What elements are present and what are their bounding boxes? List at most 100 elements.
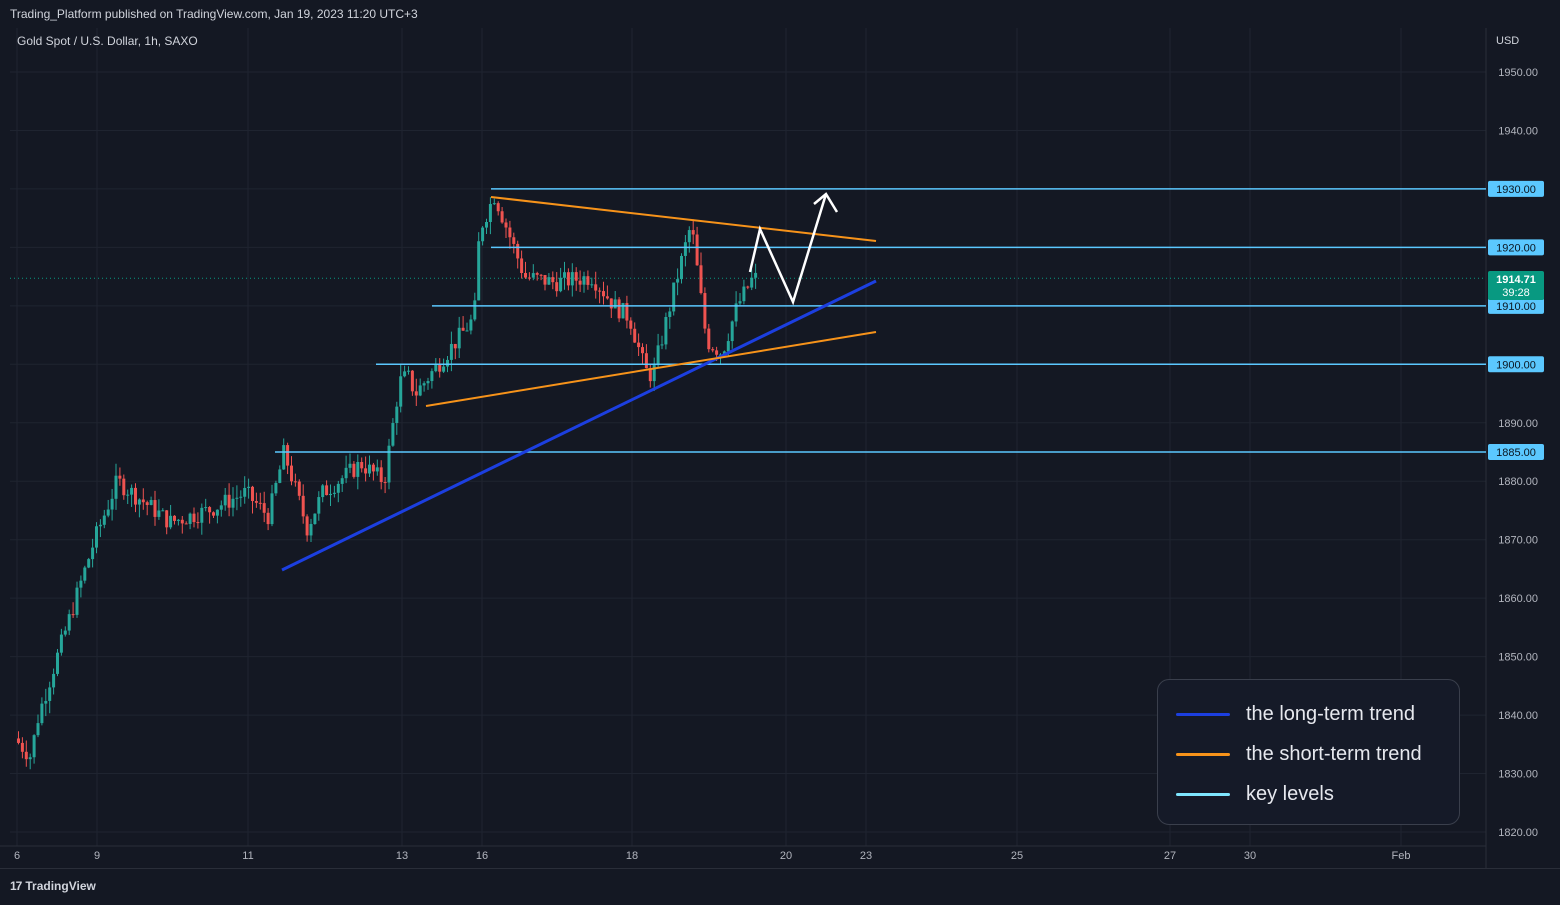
candle-body	[169, 515, 173, 528]
candle-body	[63, 630, 67, 635]
key-level-badge	[1488, 356, 1544, 373]
candle-body	[28, 757, 32, 760]
candle-body	[656, 345, 660, 366]
candle-body	[348, 463, 352, 468]
candle-body	[570, 272, 574, 286]
candle-body	[254, 501, 258, 503]
candle-body	[629, 320, 633, 329]
candle-body	[317, 497, 321, 514]
projection-zigzag[interactable]	[748, 193, 828, 306]
candle-body	[375, 467, 379, 472]
candle-body	[184, 523, 188, 525]
candle-body	[290, 465, 293, 482]
key-level-badge-label: 1930.00	[1496, 184, 1536, 196]
currency-label: USD	[1496, 35, 1519, 47]
candle-body	[434, 364, 438, 372]
candle-body	[387, 445, 391, 483]
candle-body	[223, 494, 227, 506]
candle-body	[98, 524, 102, 527]
candle-body	[485, 222, 488, 228]
candle-body	[508, 227, 512, 238]
candle-body	[613, 299, 617, 309]
candle-body	[531, 273, 535, 278]
candles	[17, 197, 758, 770]
candle-body	[461, 327, 465, 331]
key-level-badge-label: 1885.00	[1496, 447, 1536, 459]
candle-body	[680, 255, 683, 280]
candle-body	[40, 703, 44, 724]
candle-body	[368, 464, 371, 474]
time-tick-label: 6	[14, 850, 20, 862]
time-tick-label: Feb	[1392, 850, 1411, 862]
symbol-title: Gold Spot / U.S. Dollar, 1h, SAXO	[17, 34, 198, 48]
legend-item-key-levels: key levels	[1176, 782, 1334, 806]
candle-body	[325, 485, 329, 496]
candle-body	[309, 524, 313, 536]
candle-body	[543, 275, 547, 285]
legend-swatch-long-term	[1176, 712, 1230, 716]
candle-body	[578, 280, 582, 285]
candle-body	[110, 498, 114, 510]
candle-body	[726, 341, 730, 352]
legend-item-long-term: the long-term trend	[1176, 702, 1415, 726]
candle-body	[453, 343, 457, 349]
short-term-upper-trendline[interactable]	[490, 196, 877, 242]
candle-body	[102, 515, 106, 525]
tradingview-logo-icon: 17	[10, 879, 22, 893]
candle-body	[200, 507, 204, 523]
candle-body	[352, 463, 356, 477]
candle-body	[703, 293, 707, 329]
candle-body	[742, 286, 746, 302]
candle-body	[730, 321, 734, 342]
candle-body	[644, 353, 648, 369]
key-level-badge	[1488, 297, 1544, 314]
candle-body	[196, 522, 200, 524]
candle-body	[251, 486, 254, 502]
candle-body	[527, 277, 531, 279]
key-level-badge	[1488, 180, 1544, 197]
candle-body	[676, 279, 680, 283]
candle-body	[336, 483, 340, 493]
candle-body	[91, 547, 95, 560]
candle-body	[305, 516, 309, 536]
candle-body	[137, 499, 141, 505]
candle-body	[262, 503, 266, 513]
candle-body	[356, 462, 360, 477]
candle-body	[457, 327, 461, 349]
candle-body	[652, 365, 656, 382]
candle-body	[426, 381, 430, 384]
candle-body	[477, 241, 481, 301]
legend-swatch-short-term	[1176, 752, 1230, 756]
candle-body	[395, 406, 399, 424]
candle-body	[430, 371, 434, 382]
time-axis: 6 9 11 13 16 18 20 23 25 27 30 Feb	[14, 850, 1411, 862]
price-tick-label: 1890.00	[1498, 418, 1538, 430]
legend-label-short-term: the short-term trend	[1246, 742, 1422, 765]
candle-body	[32, 735, 36, 758]
tradingview-logo[interactable]: 17 TradingView	[10, 879, 96, 893]
candle-body	[212, 512, 215, 516]
time-tick-label: 30	[1244, 850, 1256, 862]
candle-body	[555, 282, 559, 292]
candle-body	[559, 277, 563, 292]
candle-body	[208, 507, 212, 513]
candle-body	[192, 513, 196, 523]
candle-body	[332, 492, 336, 494]
candle-body	[547, 277, 551, 285]
long-term-trendline[interactable]	[281, 279, 877, 572]
candle-body	[44, 700, 48, 704]
candle-body	[134, 487, 137, 505]
candle-body	[161, 510, 165, 512]
candle-body	[235, 497, 239, 499]
candle-body	[641, 347, 644, 354]
chart-area[interactable]: Gold Spot / U.S. Dollar, 1h, SAXO USD 19…	[0, 28, 1560, 868]
short-term-lower-trendline[interactable]	[425, 331, 877, 407]
time-tick-label: 20	[780, 850, 792, 862]
candle-body	[52, 673, 56, 688]
candle-body	[687, 230, 691, 243]
price-chart[interactable]: Gold Spot / U.S. Dollar, 1h, SAXO USD 19…	[0, 28, 1560, 868]
tradingview-brand: TradingView	[25, 879, 96, 893]
candle-body	[722, 351, 726, 355]
time-tick-label: 25	[1011, 850, 1023, 862]
time-tick-label: 27	[1164, 850, 1176, 862]
